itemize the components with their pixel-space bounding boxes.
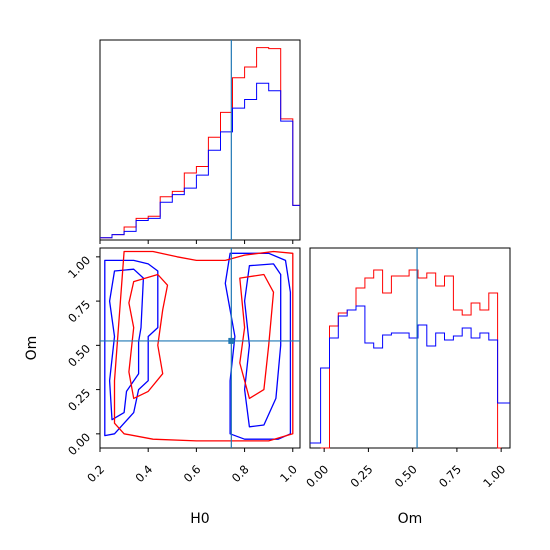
contour-blue-outer bbox=[224, 252, 292, 440]
om-histogram-red bbox=[320, 269, 502, 449]
truth-point-marker bbox=[228, 337, 235, 344]
contour-red-outer bbox=[113, 250, 294, 442]
h0-histogram-blue bbox=[100, 82, 300, 239]
contour-x-ticks: 0.2 0.4 0.6 0.8 1.0 bbox=[84, 448, 300, 485]
om-marginal-panel: 0.00 0.25 0.50 0.75 1.00 Om bbox=[303, 247, 511, 527]
contour-red-inner bbox=[128, 273, 169, 400]
om-marginal-series-layer bbox=[310, 269, 510, 449]
contour-frame bbox=[99, 247, 301, 449]
x-tick-label: 0.2 bbox=[84, 462, 107, 485]
om-x-tick-label: 1.00 bbox=[480, 462, 508, 490]
x-tick-label: 0.6 bbox=[181, 462, 204, 485]
om-x-tick-label: 0.00 bbox=[303, 462, 331, 490]
om-marginal-frame bbox=[309, 247, 511, 449]
contour-y-ticks: 0.00 0.25 0.50 0.75 1.00 bbox=[65, 253, 100, 458]
h0-marginal-ticks bbox=[99, 240, 294, 244]
h0-marginal-frame bbox=[99, 39, 301, 241]
h0-marginal-panel bbox=[99, 39, 301, 244]
y-tick-label: 0.00 bbox=[65, 430, 93, 458]
om-x-tick-label: 0.50 bbox=[392, 462, 420, 490]
y-axis-label-om: Om bbox=[24, 336, 40, 361]
x-tick-label: 0.4 bbox=[132, 462, 155, 485]
y-tick-label: 0.25 bbox=[65, 386, 93, 414]
om-x-tick-label: 0.25 bbox=[348, 462, 376, 490]
y-tick-label: 0.75 bbox=[65, 297, 93, 325]
om-marginal-x-ticks: 0.00 0.25 0.50 0.75 1.00 bbox=[303, 448, 508, 490]
contour-blue-inner bbox=[243, 263, 282, 428]
x-tick-label: 0.8 bbox=[229, 462, 252, 485]
x-tick-label: 1.0 bbox=[277, 462, 300, 485]
contour-blue-outer bbox=[104, 259, 159, 437]
contour-red-inner bbox=[239, 273, 275, 400]
om-x-tick-label: 0.75 bbox=[436, 462, 464, 490]
h0-histogram-red bbox=[100, 47, 300, 239]
x-axis-label-om: Om bbox=[398, 511, 423, 527]
h0-om-contour-panel: 0.2 0.4 0.6 0.8 1.0 0.000.250.500.751.00 H0 … bbox=[24, 247, 301, 527]
h0-marginal-series-layer bbox=[100, 47, 300, 239]
x-axis-label-h0: H0 bbox=[190, 511, 209, 527]
contour-series-layer bbox=[104, 250, 294, 442]
y-tick-label: 1.00 bbox=[65, 253, 93, 281]
om-histogram-blue bbox=[310, 305, 510, 444]
y-tick-label: 0.50 bbox=[65, 342, 93, 370]
